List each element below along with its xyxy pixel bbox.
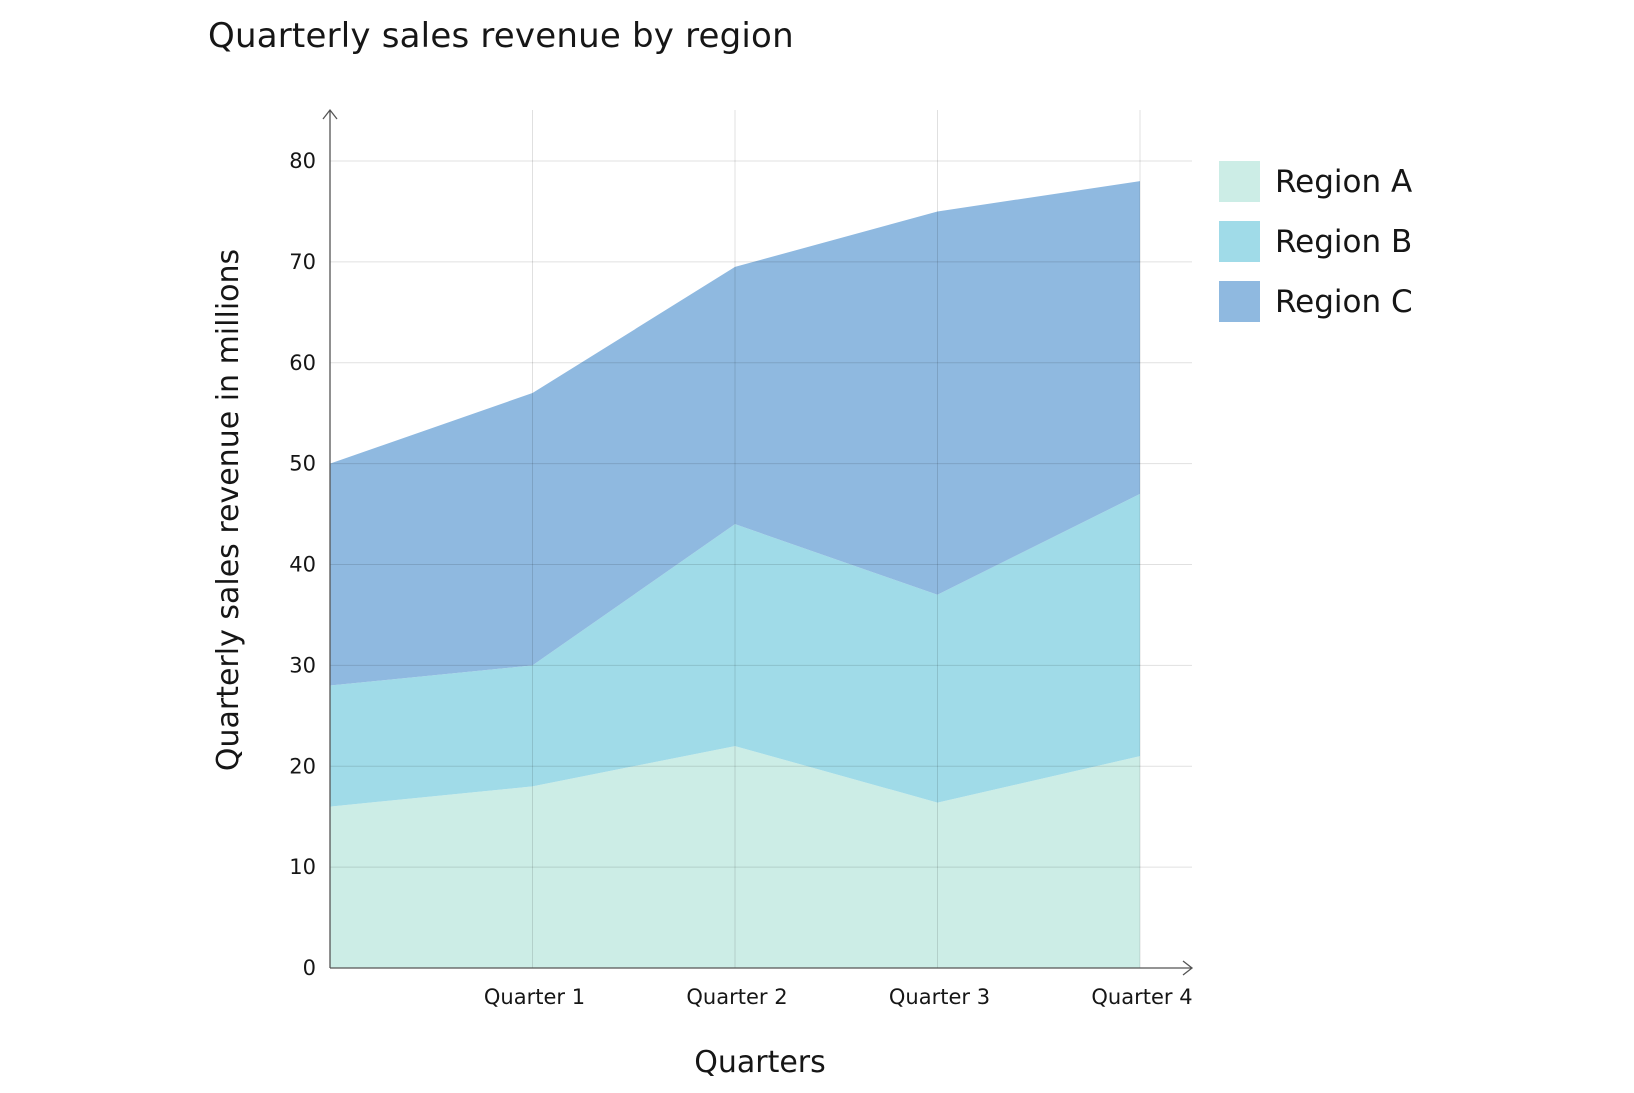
axes [322,108,1194,976]
y-tick-label: 0 [303,956,316,980]
y-tick-labels: 0 10 20 30 40 50 60 70 80 [289,149,316,980]
y-tick-label: 20 [289,754,316,778]
legend-swatch [1219,221,1260,262]
x-tick-label: Quarter 3 [889,985,990,1009]
y-axis-title: Quarterly sales revenue in millions [211,249,246,771]
y-tick-label: 80 [289,149,316,173]
legend-label: Region A [1275,164,1412,200]
y-axis-line [322,108,338,968]
chart-title: Quarterly sales revenue by region [208,16,794,56]
area-region-c [330,181,1140,686]
x-tick-labels: Quarter 1 Quarter 2 Quarter 3 Quarter 4 [484,985,1193,1009]
x-tick-label: Quarter 4 [1091,985,1192,1009]
y-tick-label: 60 [289,351,316,375]
x-tick-label: Quarter 1 [484,985,585,1009]
legend-label: Region B [1275,224,1412,260]
legend-label: Region C [1275,284,1413,320]
grid-lines [330,110,1192,968]
y-tick-label: 30 [289,653,316,677]
area-region-a [330,746,1140,968]
legend: Region A Region B Region C [1219,161,1413,322]
x-axis-title: Quarters [694,1045,826,1080]
y-tick-label: 10 [289,855,316,879]
x-axis-line [330,960,1194,976]
y-tick-label: 40 [289,553,316,577]
area-region-b [330,493,1140,807]
legend-swatch [1219,281,1260,322]
legend-swatch [1219,161,1260,202]
y-tick-label: 50 [289,452,316,476]
area-layers [330,181,1140,968]
x-tick-label: Quarter 2 [686,985,787,1009]
y-tick-label: 70 [289,250,316,274]
